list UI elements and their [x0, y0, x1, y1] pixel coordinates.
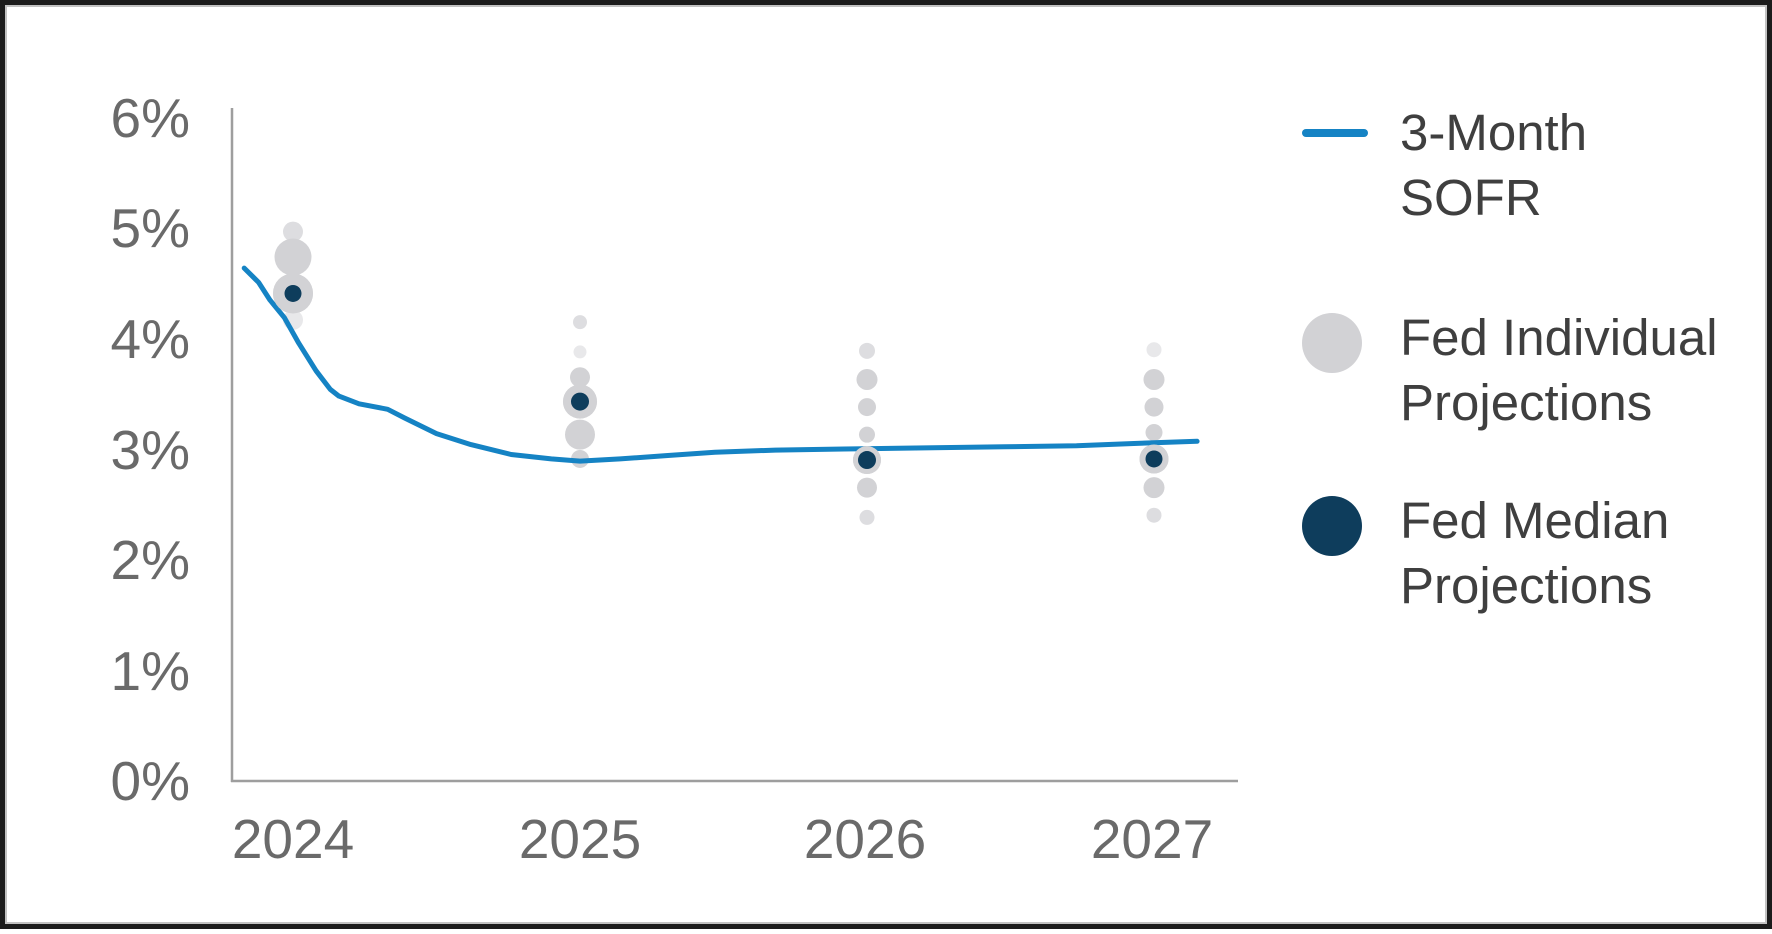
legend-label-individual: Fed Individual Projections [1400, 309, 1718, 431]
fed-individual-dot [1145, 423, 1163, 441]
fed-individual-dot [858, 398, 876, 417]
y-tick-0pct: 0% [110, 750, 191, 812]
legend-item-individual: Fed Individual Projections [1302, 305, 1772, 435]
gray-circle-swatch-icon [1302, 313, 1362, 373]
fed-individual-dot [1146, 342, 1162, 358]
legend-item-median: Fed Median Projections [1302, 488, 1772, 618]
y-tick-4pct: 4% [110, 308, 191, 370]
fed-individual-dot [1143, 477, 1165, 499]
fed-median-dot [858, 451, 876, 470]
fed-individual-dot [573, 345, 587, 359]
fed-median-dots-layer [273, 273, 1169, 475]
sofr-line [241, 265, 1200, 464]
y-tick-6pct: 6% [110, 87, 191, 149]
legend-label-median: Fed Median Projections [1400, 492, 1670, 614]
fed-individual-dot [857, 477, 877, 498]
sofr-line-layer [241, 265, 1200, 464]
x-tick-2024: 2024 [231, 808, 355, 870]
fed-individual-dot [573, 315, 587, 330]
fed-individual-dots-layer [273, 221, 1169, 525]
fed-median-dot [1145, 450, 1163, 468]
y-tick-5pct: 5% [110, 197, 191, 259]
fed-median-dot [571, 392, 589, 411]
x-tick-2027: 2027 [1090, 808, 1214, 870]
legend-label-sofr: 3-Month SOFR [1400, 104, 1588, 226]
legend-item-sofr: 3-Month SOFR [1302, 100, 1650, 230]
fed-individual-dot [859, 342, 875, 359]
navy-circle-swatch-icon [1302, 496, 1362, 556]
x-tick-2025: 2025 [518, 808, 642, 870]
y-tick-3pct: 3% [110, 419, 191, 481]
y-tick-2pct: 2% [110, 529, 191, 591]
y-tick-1pct: 1% [110, 640, 191, 702]
fed-individual-dot [570, 367, 590, 388]
fed-individual-dot [283, 221, 303, 242]
fed-individual-dot [859, 509, 875, 525]
plot-area [230, 108, 1238, 783]
sofr-line-swatch-icon [1302, 129, 1368, 137]
fed-individual-dot [1146, 507, 1162, 523]
fed-individual-dot [856, 369, 878, 391]
fed-individual-dot [859, 426, 875, 443]
fed-individual-dot [565, 419, 595, 450]
fed-individual-dot [1144, 397, 1164, 417]
fed-individual-dot [1143, 369, 1165, 391]
x-tick-2026: 2026 [803, 808, 927, 870]
fed-individual-dot [274, 238, 312, 276]
fed-median-dot [284, 284, 302, 302]
